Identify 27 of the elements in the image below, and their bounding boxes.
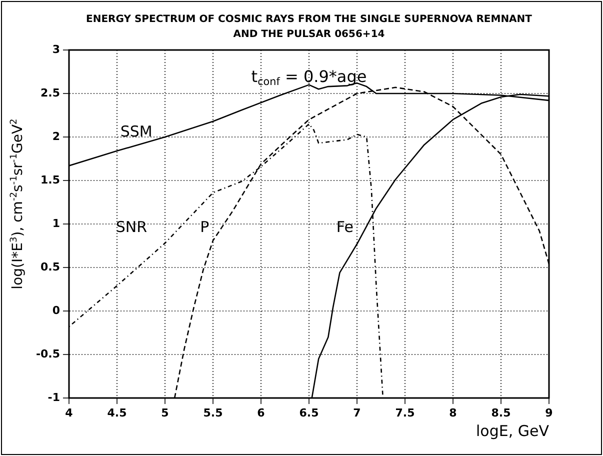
y-tick-label: -0.5: [36, 347, 60, 360]
y-tick-label: 2: [52, 130, 60, 143]
x-tick-label: 6.5: [299, 406, 319, 420]
y-tick-label: 0.5: [40, 260, 60, 274]
y-tick-label: 3: [52, 42, 60, 56]
x-tick-label: 5.5: [203, 406, 223, 420]
y-tick-label: -1: [48, 390, 60, 404]
y-tick-label: 1: [52, 216, 60, 230]
y-tick-label: 0: [52, 304, 60, 317]
text: log(I*E3), cm-2s-1sr-1GeV2: [9, 118, 26, 290]
series-label: Fe: [336, 218, 354, 236]
x-axis-title: logE, GeV: [476, 422, 550, 440]
series-label: SNR: [116, 218, 148, 236]
x-tick-label: 8.5: [491, 406, 511, 420]
chart-title: ENERGY SPECTRUM OF COSMIC RAYS FROM THE SINGLE SUPERNOVA REMNANT AND THE PULSAR 0656+14: [86, 14, 532, 40]
series-label: SSM: [120, 122, 152, 141]
x-tick-label: 9: [545, 406, 553, 420]
x-tick-label: 8: [449, 406, 457, 420]
x-tick-label: 4.5: [107, 406, 127, 420]
x-tick-label: 4: [65, 406, 74, 420]
series-label: P: [200, 218, 210, 236]
y-tick-label: 1.5: [40, 173, 60, 186]
x-tick-label: 7.5: [395, 406, 415, 420]
x-tick-label: 5: [161, 406, 169, 420]
x-tick-label: 6: [257, 406, 266, 420]
x-tick-label: 7: [353, 406, 361, 420]
y-tick-label: 2.5: [40, 86, 60, 100]
